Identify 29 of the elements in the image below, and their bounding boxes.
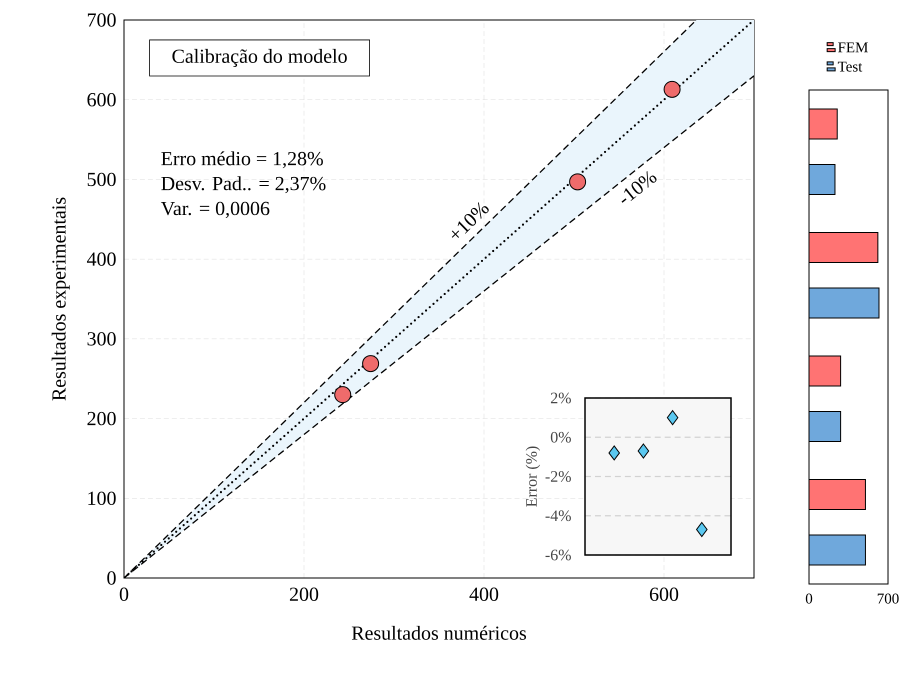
y-tick-label: 600 (87, 92, 116, 106)
x-tick-label: 700 (878, 594, 899, 604)
x-tick-label: 200 (290, 588, 318, 601)
legend-label: Test (838, 62, 862, 72)
y-tick-label: 700 (88, 13, 116, 27)
y-tick-label: 500 (88, 172, 116, 186)
y-tick-label: -4% (546, 510, 571, 522)
y-tick-label: 100 (88, 492, 116, 505)
annotation: Desv. Pad.. = 2,37% (161, 176, 326, 194)
text: Calibração do modelo (172, 48, 347, 67)
x-tick-label: 0 (806, 594, 812, 604)
y-tick-label: -6% (546, 550, 571, 560)
y-tick-label: -2% (546, 471, 571, 482)
x-tick-label: 600 (650, 588, 678, 601)
legend-label: FEM (838, 42, 868, 52)
x-tick-label: 400 (469, 588, 498, 601)
x-tick-label: 0 (120, 588, 128, 601)
text: -10% (622, 170, 657, 203)
y-axis-title: Error (%) (526, 446, 540, 507)
y-tick-label: 0 (107, 571, 116, 585)
y-tick-label: 2% (550, 392, 571, 404)
annotation: Var. = 0,0006 (160, 202, 270, 218)
y-axis-title: Resultados experimentais (52, 198, 70, 401)
y-tick-label: 300 (88, 332, 116, 346)
y-tick-label: 200 (87, 412, 116, 426)
y-tick-label: 400 (86, 252, 116, 266)
x-axis-title: Resultados numéricos (352, 626, 526, 640)
annotation: Erro médio = 1,28% (161, 151, 323, 168)
y-tick-label: 0% (550, 432, 571, 443)
